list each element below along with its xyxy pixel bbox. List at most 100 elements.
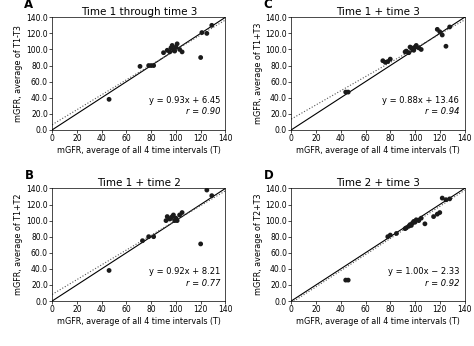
Point	[171, 218, 178, 224]
Point	[172, 44, 180, 50]
Point	[402, 48, 410, 54]
Point	[386, 56, 394, 62]
Point	[208, 22, 216, 28]
Point	[382, 60, 389, 65]
Point	[401, 49, 409, 55]
Point	[176, 212, 183, 218]
Point	[167, 216, 175, 221]
Point	[170, 47, 177, 52]
X-axis label: mGFR, average of all 4 time intervals (T): mGFR, average of all 4 time intervals (T…	[57, 317, 221, 326]
Point	[411, 219, 419, 225]
Point	[197, 55, 204, 60]
Y-axis label: mGFR, average of T2+T3: mGFR, average of T2+T3	[254, 194, 263, 295]
Point	[412, 217, 420, 222]
Point	[166, 216, 173, 222]
Title: Time 1 + time 3: Time 1 + time 3	[336, 7, 420, 17]
Y-axis label: mGFR, average of T1-T3: mGFR, average of T1-T3	[14, 25, 23, 122]
Text: r = 0.90: r = 0.90	[186, 107, 220, 116]
Text: A: A	[25, 0, 34, 10]
Point	[178, 210, 186, 215]
Point	[172, 216, 180, 221]
Point	[434, 27, 441, 32]
X-axis label: mGFR, average of all 4 time intervals (T): mGFR, average of all 4 time intervals (T…	[296, 146, 460, 155]
Point	[409, 47, 416, 52]
Point	[410, 47, 418, 53]
Point	[162, 218, 170, 224]
Point	[406, 222, 414, 227]
Point	[170, 212, 177, 218]
Point	[410, 219, 418, 224]
Point	[145, 63, 153, 68]
Point	[105, 97, 113, 102]
Text: y = 0.92x + 8.21: y = 0.92x + 8.21	[149, 267, 220, 276]
Text: y = 0.93x + 6.45: y = 0.93x + 6.45	[149, 96, 220, 105]
Point	[379, 58, 387, 64]
Point	[411, 44, 419, 50]
Point	[342, 277, 349, 283]
Point	[198, 30, 206, 35]
Point	[405, 224, 413, 229]
Point	[408, 45, 415, 51]
Title: Time 1 + time 2: Time 1 + time 2	[97, 177, 181, 188]
Y-axis label: mGFR, average of T1+T2: mGFR, average of T1+T2	[14, 194, 23, 295]
Point	[405, 50, 413, 55]
Point	[436, 210, 444, 215]
Point	[208, 193, 216, 199]
Point	[168, 214, 176, 219]
Point	[442, 44, 450, 49]
Y-axis label: mGFR, average of T1+T3: mGFR, average of T1+T3	[254, 23, 263, 124]
Point	[408, 223, 415, 228]
Point	[173, 41, 181, 47]
Point	[203, 187, 210, 193]
Text: r = 0.94: r = 0.94	[425, 107, 459, 116]
Point	[436, 29, 444, 35]
Point	[203, 30, 210, 36]
Point	[384, 234, 392, 239]
Point	[105, 268, 113, 273]
Point	[434, 211, 441, 217]
Title: Time 1 through time 3: Time 1 through time 3	[81, 7, 197, 17]
Point	[160, 50, 167, 55]
Point	[392, 231, 400, 236]
Point	[415, 218, 422, 224]
Text: r = 0.77: r = 0.77	[186, 279, 220, 288]
Point	[406, 44, 414, 50]
Point	[409, 220, 416, 226]
Point	[197, 241, 204, 247]
Point	[345, 277, 352, 283]
Point	[136, 64, 144, 69]
Point	[415, 45, 422, 51]
Text: B: B	[25, 169, 33, 182]
Point	[442, 197, 450, 202]
Point	[421, 221, 428, 227]
Point	[145, 234, 153, 239]
Point	[139, 238, 146, 244]
Text: C: C	[264, 0, 272, 10]
Point	[166, 49, 173, 55]
Point	[150, 63, 157, 68]
X-axis label: mGFR, average of all 4 time intervals (T): mGFR, average of all 4 time intervals (T…	[296, 317, 460, 326]
Point	[412, 43, 420, 48]
Point	[176, 47, 183, 52]
Point	[342, 89, 349, 95]
Text: r = 0.92: r = 0.92	[425, 279, 459, 288]
Point	[446, 24, 454, 30]
Text: y = 0.88x + 13.46: y = 0.88x + 13.46	[383, 96, 459, 105]
Text: D: D	[264, 169, 273, 182]
Text: y = 1.00x − 2.33: y = 1.00x − 2.33	[388, 267, 459, 276]
Point	[345, 89, 352, 95]
Point	[150, 234, 157, 239]
Point	[418, 216, 425, 221]
Point	[430, 214, 438, 219]
Point	[178, 49, 186, 55]
Title: Time 2 + time 3: Time 2 + time 3	[336, 177, 420, 188]
Point	[446, 196, 454, 202]
X-axis label: mGFR, average of all 4 time intervals (T): mGFR, average of all 4 time intervals (T…	[57, 146, 221, 155]
Point	[173, 218, 181, 224]
Point	[384, 59, 392, 64]
Point	[418, 47, 425, 52]
Point	[438, 195, 446, 201]
Point	[171, 48, 178, 54]
Point	[402, 225, 410, 230]
Point	[147, 63, 155, 68]
